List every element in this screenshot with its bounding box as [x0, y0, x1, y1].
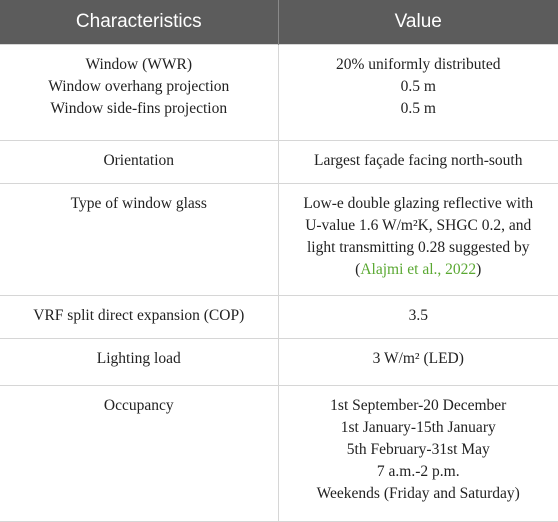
table-row: Orientation Largest façade facing north-s… — [0, 139, 558, 184]
cell-line: 3.5 — [408, 306, 428, 324]
cell-line: Occupancy — [103, 396, 174, 414]
table-cell: 1st September-20 December 1st January-15t… — [277, 384, 558, 522]
table-row: Window (WWR) Window overhang projection Wi… — [0, 43, 558, 141]
cell-line: 7 a.m.-2 p.m. — [376, 462, 460, 480]
table-cell: 3 W/m² (LED) — [277, 337, 558, 386]
table-cell: Orientation — [0, 139, 279, 184]
table-cell: 20% uniformly distributed 0.5 m 0.5 m — [277, 43, 558, 141]
cell-line: 1st September-20 December — [330, 396, 507, 414]
table-cell: VRF split direct expansion (COP) — [0, 294, 279, 339]
cell-line: light transmitting 0.28 suggested by — [306, 238, 530, 256]
cell-line: Orientation — [103, 151, 175, 169]
paren: ) — [476, 260, 482, 278]
table-cell: Largest façade facing north-south — [277, 139, 558, 184]
cell-line: 0.5 m — [400, 99, 436, 117]
table-cell: Occupancy — [0, 384, 279, 522]
table-row: Type of window glass Low-e double glazing… — [0, 182, 558, 296]
paren: ( — [355, 260, 361, 278]
table-cell: Window (WWR) Window overhang projection Wi… — [0, 43, 279, 141]
cell-line: VRF split direct expansion (COP) — [33, 306, 245, 324]
cell-line: 20% uniformly distributed — [336, 55, 501, 73]
cell-line: 5th February-31st May — [346, 440, 490, 458]
header-cell: Characteristics — [0, 0, 279, 44]
cell-line: Largest façade facing north-south — [314, 151, 523, 169]
table-row: VRF split direct expansion (COP) 3.5 — [0, 294, 558, 339]
cell-line: Weekends (Friday and Saturday) — [316, 484, 520, 502]
table-row: Occupancy 1st September-20 December 1st Ja… — [0, 384, 558, 522]
table-cell: Type of window glass — [0, 182, 279, 296]
table-cell: 3.5 — [277, 294, 558, 339]
table-row: Lighting load 3 W/m² (LED) — [0, 337, 558, 386]
citation-link[interactable]: Alajmi et al., 2022 — [360, 260, 477, 278]
cell-line: Window side-fins projection — [50, 99, 228, 117]
cell-line: 0.5 m — [400, 77, 436, 95]
cell-line: Type of window glass — [70, 194, 207, 212]
cell-line: Window overhang projection — [48, 77, 230, 95]
table-cell: Lighting load — [0, 337, 279, 386]
cell-line: 1st January-15th January — [340, 418, 496, 436]
cell-line: Window (WWR) — [85, 55, 193, 73]
cell-line: U-value 1.6 W/m²K, SHGC 0.2, and — [305, 216, 532, 234]
cell-line: Low-e double glazing reflective with — [303, 194, 534, 212]
header-cell: Value — [278, 0, 558, 44]
header-row: Characteristics Value — [0, 0, 558, 44]
cell-line: 3 W/m² (LED) — [372, 349, 464, 367]
cell-line: Lighting load — [96, 349, 181, 367]
cell-line: (Alajmi et al., 2022) — [285, 259, 553, 281]
table-cell: Low-e double glazing reflective with U-va… — [277, 182, 558, 296]
